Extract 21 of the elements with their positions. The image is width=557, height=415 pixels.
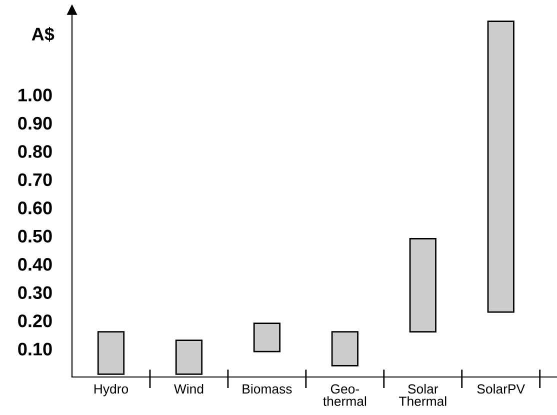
x-tick-label: Geo- thermal <box>323 384 366 406</box>
x-tick-label: Hydro <box>94 384 128 396</box>
bar <box>487 20 514 313</box>
y-axis-title: A$ <box>32 26 54 42</box>
y-tick-label: 0.70 <box>18 173 52 186</box>
bar <box>331 331 358 366</box>
x-tick-label: Solar Thermal <box>398 384 446 406</box>
y-tick-label: 0.90 <box>18 116 52 130</box>
y-tick-label: 0.50 <box>18 230 52 243</box>
y-tick-label: 0.60 <box>18 202 52 214</box>
bar <box>409 238 436 333</box>
y-tick-label: 0.30 <box>18 286 52 300</box>
x-tick-label: Wind <box>174 384 204 394</box>
y-tick-label: 1.00 <box>18 88 52 102</box>
y-tick-label: 0.80 <box>18 145 52 158</box>
y-tick-label: 0.10 <box>18 342 52 356</box>
bar <box>253 322 280 352</box>
x-tick-label: SolarPV <box>477 384 526 394</box>
x-tick-label: Biomass <box>242 384 292 394</box>
y-tick-label: 0.40 <box>18 258 52 271</box>
y-tick-label: 0.20 <box>18 314 52 328</box>
